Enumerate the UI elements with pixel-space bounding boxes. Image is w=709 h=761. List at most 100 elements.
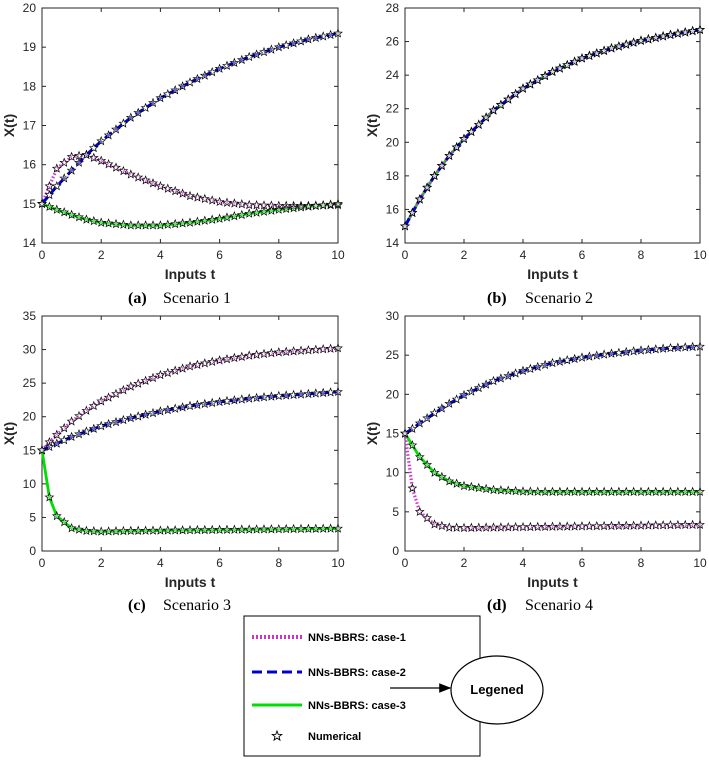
numerical-marker bbox=[333, 343, 343, 353]
caption-d-text: Scenario 4 bbox=[525, 597, 593, 614]
numerical-marker bbox=[606, 348, 617, 358]
numerical-marker bbox=[695, 24, 705, 35]
numerical-marker bbox=[185, 217, 195, 227]
y-tick-label: 20 bbox=[386, 387, 400, 401]
numerical-marker bbox=[96, 135, 107, 146]
numerical-marker bbox=[155, 369, 166, 380]
plot-area-a bbox=[41, 7, 339, 244]
numerical-marker bbox=[325, 199, 336, 209]
y-tick-label: 18 bbox=[23, 79, 37, 93]
numerical-marker bbox=[192, 359, 203, 370]
y-tick-label: 22 bbox=[386, 102, 400, 116]
numerical-marker bbox=[96, 396, 107, 406]
numerical-marker bbox=[444, 150, 455, 160]
numerical-marker bbox=[140, 175, 151, 185]
y-tick-label: 19 bbox=[23, 40, 37, 54]
numerical-marker bbox=[422, 459, 433, 470]
numerical-marker bbox=[333, 198, 343, 209]
caption-d: (d) Scenario 4 bbox=[487, 597, 593, 614]
numerical-marker bbox=[540, 359, 551, 370]
numerical-marker bbox=[466, 386, 477, 396]
numerical-marker bbox=[103, 218, 114, 228]
numerical-marker bbox=[133, 411, 144, 421]
numerical-marker bbox=[96, 420, 107, 431]
numerical-marker bbox=[192, 192, 203, 202]
caption-a-text: Scenario 1 bbox=[163, 290, 231, 307]
chart-a: 0 2 4 6 8 10 14 15 16 17 18 19 20 Inputs t X(t) bbox=[1, 1, 345, 282]
numerical-marker bbox=[510, 485, 521, 496]
numerical-marker bbox=[259, 206, 269, 216]
numerical-marker bbox=[111, 124, 121, 134]
numerical-marker bbox=[288, 38, 299, 48]
numerical-marker bbox=[118, 414, 129, 425]
numerical-marker bbox=[266, 391, 277, 401]
x-tick-label: 8 bbox=[275, 556, 282, 570]
numerical-marker bbox=[459, 389, 469, 400]
numerical-marker bbox=[222, 212, 232, 222]
numerical-marker bbox=[214, 196, 225, 207]
x-axis-label: Inputs t bbox=[165, 266, 216, 282]
numerical-marker bbox=[296, 36, 306, 46]
numerical-marker bbox=[192, 73, 203, 84]
y-tick-label: 0 bbox=[29, 544, 36, 558]
plot-area-d bbox=[404, 315, 701, 552]
numerical-marker bbox=[687, 341, 698, 352]
numerical-marker bbox=[66, 416, 77, 426]
numerical-marker bbox=[540, 70, 551, 81]
numerical-marker bbox=[155, 181, 166, 191]
legend-label-case-2: NNs-BBRS: case-2 bbox=[308, 667, 406, 679]
numerical-marker bbox=[251, 207, 262, 217]
numerical-marker bbox=[547, 357, 558, 368]
legend-label-numerical: Numerical bbox=[308, 731, 361, 743]
numerical-marker bbox=[591, 350, 602, 360]
caption-d-label: (d) bbox=[487, 597, 507, 614]
numerical-marker bbox=[650, 344, 661, 354]
numerical-marker bbox=[244, 208, 255, 218]
numerical-marker bbox=[59, 516, 70, 527]
x-tick-label: 2 bbox=[461, 556, 468, 570]
numerical-marker bbox=[303, 345, 314, 355]
y-tick-label: 0 bbox=[392, 544, 399, 558]
numerical-marker bbox=[400, 221, 410, 231]
numerical-marker bbox=[680, 27, 691, 37]
numerical-marker bbox=[259, 46, 269, 57]
numerical-marker bbox=[310, 344, 321, 354]
numerical-marker bbox=[66, 522, 77, 533]
numerical-marker bbox=[207, 195, 218, 205]
numerical-marker bbox=[207, 66, 218, 77]
numerical-marker bbox=[436, 471, 447, 482]
caption-c: (c) Scenario 3 bbox=[128, 597, 231, 614]
numerical-marker bbox=[451, 394, 462, 404]
numerical-marker bbox=[170, 185, 181, 196]
numerical-marker bbox=[222, 395, 232, 406]
numerical-marker bbox=[59, 157, 70, 167]
numerical-marker bbox=[422, 413, 433, 423]
numerical-marker bbox=[318, 200, 329, 210]
numerical-marker bbox=[429, 467, 440, 477]
numerical-marker bbox=[606, 43, 617, 53]
numerical-marker bbox=[429, 170, 440, 181]
x-tick-label: 6 bbox=[216, 556, 223, 570]
chart-d: 0 2 4 6 8 10 0 5 10 15 20 25 30 Inputs t X(t) bbox=[364, 309, 707, 590]
numerical-marker bbox=[170, 365, 181, 375]
numerical-marker bbox=[613, 41, 624, 51]
numerical-marker bbox=[236, 54, 247, 65]
numerical-marker bbox=[303, 34, 314, 44]
numerical-marker bbox=[481, 483, 492, 494]
numerical-marker bbox=[318, 344, 329, 354]
numerical-marker bbox=[229, 57, 240, 68]
numerical-marker bbox=[554, 356, 565, 366]
numerical-marker bbox=[177, 363, 188, 373]
numerical-marker bbox=[74, 410, 84, 421]
y-tick-label: 26 bbox=[386, 35, 400, 49]
numerical-marker bbox=[628, 37, 639, 47]
numerical-marker bbox=[177, 81, 188, 91]
numerical-marker bbox=[229, 198, 240, 208]
numerical-marker bbox=[444, 398, 455, 408]
numerical-marker bbox=[591, 48, 602, 58]
x-axis-label: Inputs t bbox=[527, 574, 578, 590]
caption-c-label: (c) bbox=[128, 597, 146, 614]
series-line-case-1 bbox=[40, 346, 339, 452]
numerical-marker bbox=[192, 216, 203, 226]
